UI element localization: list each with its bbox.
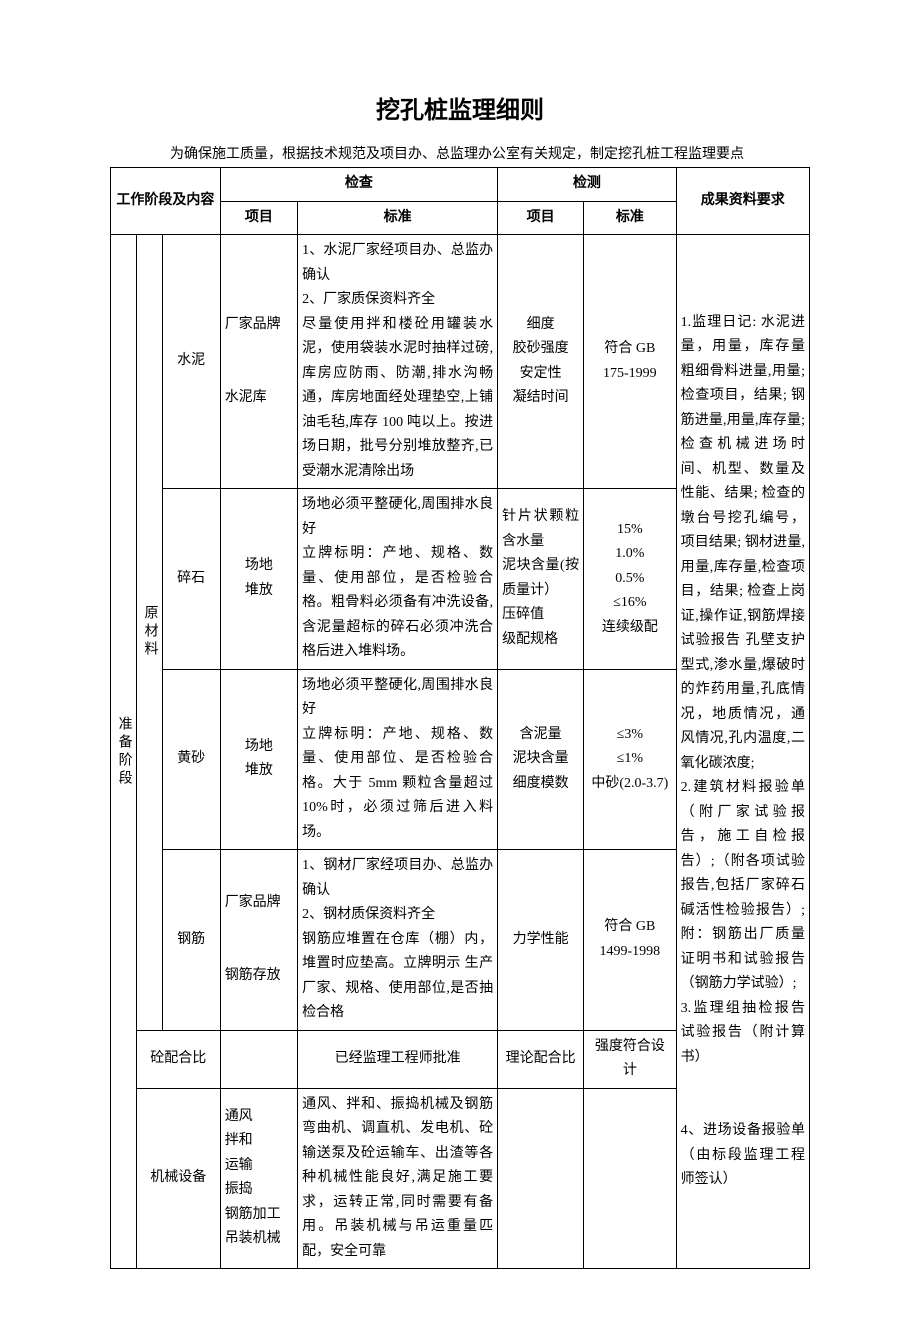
cement-name: 水泥 [162, 235, 220, 489]
cement-ditem: 细度胶砂强度安定性凝结时间 [498, 235, 584, 489]
equip-item: 通风拌和运输振捣钢筋加工吊装机械 [220, 1088, 297, 1269]
gravel-dstd: 15%1.0%0.5%≤16%连续级配 [584, 489, 676, 670]
hdr-result: 成果资料要求 [676, 168, 809, 235]
hdr-check-item: 项目 [220, 201, 297, 235]
mix-dstd: 强度符合设计 [584, 1030, 676, 1088]
gravel-item: 场地堆放 [220, 489, 297, 670]
hdr-check-std: 标准 [298, 201, 498, 235]
gravel-ditem: 针片状颗粒含水量泥块含量(按质量计）压碎值级配规格 [498, 489, 584, 670]
header-row-1: 工作阶段及内容 检查 检测 成果资料要求 [111, 168, 810, 202]
result-cell: 1.监理日记: 水泥进量，用量，库存量 粗细骨料进量,用量; 检查项目，结果; … [676, 235, 809, 1269]
row-cement: 准备阶段 原材料 水泥 厂家品牌水泥库 1、水泥厂家经项目办、总监办确认2、厂家… [111, 235, 810, 489]
mix-std: 已经监理工程师批准 [298, 1030, 498, 1088]
sand-ditem: 含泥量泥块含量细度模数 [498, 669, 584, 850]
cement-item: 厂家品牌水泥库 [220, 235, 297, 489]
steel-ditem: 力学性能 [498, 850, 584, 1031]
steel-std: 1、钢材厂家经项目办、总监办确认2、钢材质保资料齐全钢筋应堆置在仓库（棚）内，堆… [298, 850, 498, 1031]
intro-text: 为确保施工质量，根据技术规范及项目办、总监理办公室有关规定，制定挖孔桩工程监理要… [110, 143, 810, 163]
hdr-check: 检查 [220, 168, 497, 202]
hdr-stage: 工作阶段及内容 [111, 168, 221, 235]
hdr-detect: 检测 [498, 168, 676, 202]
sand-name: 黄砂 [162, 669, 220, 850]
category-cell: 原材料 [136, 235, 162, 1031]
steel-name: 钢筋 [162, 850, 220, 1031]
hdr-detect-item: 项目 [498, 201, 584, 235]
equip-dstd [584, 1088, 676, 1269]
mix-ditem: 理论配合比 [498, 1030, 584, 1088]
cement-dstd: 符合 GB175-1999 [584, 235, 676, 489]
cement-std: 1、水泥厂家经项目办、总监办确认2、厂家质保资料齐全尽量使用拌和楼砼用罐装水泥，… [298, 235, 498, 489]
sand-dstd: ≤3%≤1%中砂(2.0-3.7) [584, 669, 676, 850]
sand-item: 场地堆放 [220, 669, 297, 850]
gravel-name: 碎石 [162, 489, 220, 670]
main-table: 工作阶段及内容 检查 检测 成果资料要求 项目 标准 项目 标准 准备阶段 原材… [110, 167, 810, 1269]
stage-cell: 准备阶段 [111, 235, 137, 1269]
sand-std: 场地必须平整硬化,周围排水良好立牌标明：产地、规格、数量、使用部位、是否检验合格… [298, 669, 498, 850]
equip-std: 通风、拌和、振捣机械及钢筋弯曲机、调直机、发电机、砼输送泵及砼运输车、出渣等各种… [298, 1088, 498, 1269]
mix-name: 砼配合比 [136, 1030, 220, 1088]
steel-item: 厂家品牌钢筋存放 [220, 850, 297, 1031]
equip-ditem [498, 1088, 584, 1269]
steel-dstd: 符合 GB1499-1998 [584, 850, 676, 1031]
gravel-std: 场地必须平整硬化,周围排水良好立牌标明：产地、规格、数量、使用部位，是否检验合格… [298, 489, 498, 670]
page-title: 挖孔桩监理细则 [110, 90, 810, 125]
mix-item [220, 1030, 297, 1088]
equip-name: 机械设备 [136, 1088, 220, 1269]
hdr-detect-std: 标准 [584, 201, 676, 235]
